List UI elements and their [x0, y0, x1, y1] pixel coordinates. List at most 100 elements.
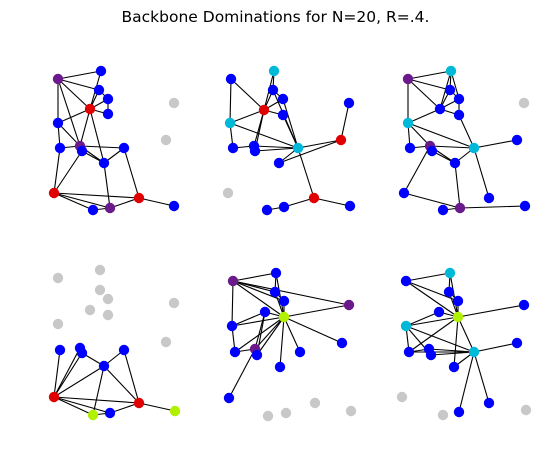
graph-node-blue — [425, 349, 437, 361]
figure-title: Backbone Dominations for N=20, R=.4. — [121, 8, 430, 26]
graph-node-purple — [52, 73, 64, 85]
graph-node-blue — [98, 360, 110, 372]
graph-node-blue — [102, 93, 114, 105]
graph-edge — [449, 272, 459, 318]
graph-node-purple — [104, 202, 116, 214]
graph-node-blue — [102, 108, 114, 120]
graph-node-blue — [483, 192, 495, 204]
graph-node-blue — [453, 93, 465, 105]
graph-panel-2 — [222, 65, 356, 216]
graph-node-blue — [52, 117, 64, 129]
graph-edge — [103, 162, 111, 209]
graph-node-blue — [87, 204, 99, 216]
graph-edge — [53, 347, 81, 398]
graph-node-blue — [449, 157, 461, 169]
graph-edge — [229, 109, 265, 124]
graph-edge — [275, 272, 285, 318]
graph-node-blue — [433, 306, 445, 318]
graph-node-blue — [274, 361, 286, 373]
graph-edge — [405, 325, 475, 353]
graph-node-purple — [454, 202, 466, 214]
graph-edge — [297, 139, 342, 149]
graph-edge — [53, 396, 140, 404]
graph-edge — [53, 150, 83, 194]
graph-node-cyan — [292, 142, 304, 154]
graph-edge — [103, 365, 140, 404]
graph-node-gray — [52, 318, 64, 330]
graph-edge — [53, 349, 61, 398]
graph-node-blue — [443, 286, 455, 298]
graph-edge — [57, 70, 102, 80]
graph-node-blue — [93, 84, 105, 96]
graph-node-gray — [102, 293, 114, 305]
graph-edge — [232, 280, 350, 306]
graph-edge — [457, 304, 525, 318]
graph-edge — [231, 311, 266, 327]
graph-edge — [53, 396, 111, 414]
graph-edge — [53, 396, 94, 416]
graph-edge — [53, 192, 94, 211]
graph-edge — [458, 114, 475, 149]
graph-edge — [283, 316, 301, 353]
graph-node-cyan — [400, 320, 412, 332]
graph-node-blue — [453, 109, 465, 121]
graph-node-blue — [434, 103, 446, 115]
graph-node-blue — [277, 109, 289, 121]
graph-edge — [138, 197, 175, 207]
graph-node-blue — [343, 97, 355, 109]
graph-edge — [57, 78, 100, 91]
graph-node-red — [48, 391, 60, 403]
graph-edge — [283, 304, 350, 318]
graph-node-blue — [294, 346, 306, 358]
graph-edge — [283, 316, 343, 344]
graph-node-blue — [519, 200, 531, 212]
graph-edge — [231, 316, 285, 327]
graph-edge — [229, 122, 299, 149]
graph-edge — [429, 145, 475, 149]
graph-edge — [430, 351, 475, 356]
graph-edge — [253, 145, 299, 149]
graph-node-blue — [270, 267, 282, 279]
graph-node-gray — [262, 410, 274, 422]
graph-node-blue — [98, 157, 110, 169]
graph-edge — [340, 102, 350, 141]
graph-node-red — [84, 103, 96, 115]
graph-node-blue — [225, 73, 237, 85]
graph-panel-3 — [398, 65, 531, 216]
graph-edge — [313, 197, 351, 207]
graph-node-cyan — [402, 117, 414, 129]
graph-edge — [138, 402, 176, 412]
graph-edge — [405, 280, 459, 302]
graph-edge — [405, 316, 459, 327]
graph-node-gray — [94, 264, 106, 276]
graph-panel-4 — [48, 264, 181, 421]
graph-edge — [457, 316, 475, 353]
graph-node-cyan — [468, 346, 480, 358]
graph-node-blue — [398, 187, 410, 199]
graph-edge — [92, 365, 105, 416]
graph-edge — [283, 197, 315, 208]
graph-node-blue — [118, 344, 130, 356]
graph-node-blue — [404, 142, 416, 154]
graph-node-gray — [84, 304, 96, 316]
graph-node-blue — [483, 397, 495, 409]
graph-node-lime — [278, 311, 290, 323]
graph-node-red — [133, 192, 145, 204]
graph-node-lime — [452, 311, 464, 323]
graph-node-red — [48, 187, 60, 199]
graph-edge — [407, 70, 452, 80]
graph-edge — [408, 316, 459, 353]
graph-node-blue — [168, 200, 180, 212]
graph-node-blue — [227, 142, 239, 154]
graph-edge — [123, 349, 140, 404]
graph-edge — [278, 139, 342, 164]
graph-edge — [282, 98, 299, 149]
graph-edge — [232, 272, 277, 282]
graph-node-blue — [444, 84, 456, 96]
graph-node-blue — [261, 204, 273, 216]
graph-node-blue — [95, 65, 107, 77]
graph-node-lime — [87, 409, 99, 421]
graph-edge — [279, 316, 285, 368]
graph-node-gray — [520, 404, 532, 416]
graph-edge — [57, 78, 81, 147]
